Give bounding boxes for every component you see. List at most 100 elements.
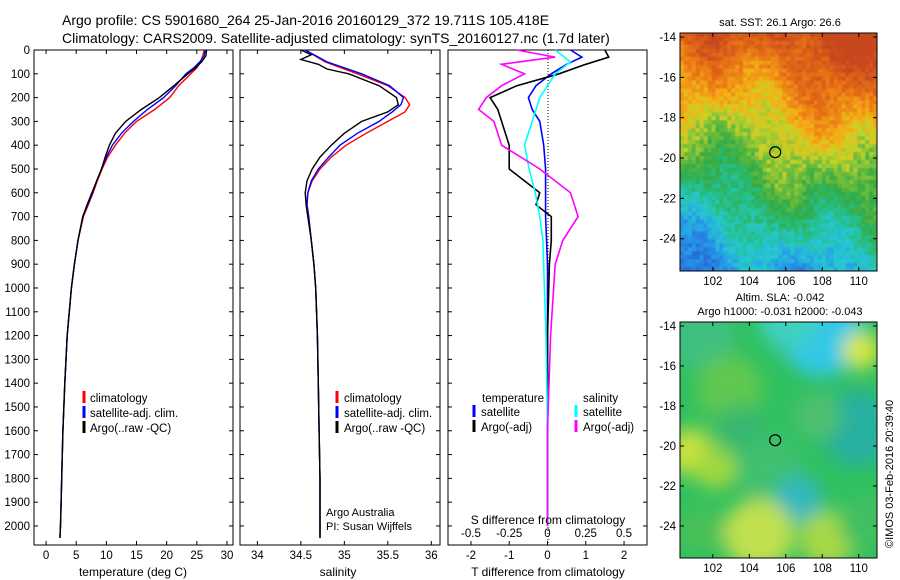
- sst-cell: [833, 140, 839, 145]
- sst-cell: [813, 251, 819, 256]
- sst-cell: [865, 52, 870, 58]
- sst-cell: [703, 140, 709, 145]
- sst-cell: [680, 132, 685, 137]
- sst-cell: [802, 259, 807, 264]
- sst-cell: [687, 52, 693, 58]
- sst-cell: [853, 235, 858, 240]
- sst-cell: [813, 203, 819, 209]
- sst-cell: [821, 255, 827, 260]
- sst-cell: [798, 179, 803, 185]
- sst-cell: [829, 171, 835, 177]
- sst-cell: [841, 167, 847, 173]
- sst-cell: [754, 223, 760, 228]
- sst-cell: [750, 195, 756, 201]
- sst-cell: [695, 167, 701, 173]
- sst-cell: [758, 179, 764, 185]
- sst-cell: [873, 36, 877, 42]
- sst-cell: [743, 60, 748, 66]
- y-tick-label: 100: [11, 69, 30, 81]
- sst-cell: [806, 207, 811, 213]
- sst-cell: [683, 88, 689, 94]
- sst-cell: [735, 267, 740, 271]
- sst-cell: [680, 56, 685, 62]
- sst-cell: [711, 148, 717, 153]
- sst-cell: [699, 104, 705, 109]
- sst-cell: [857, 76, 862, 82]
- sst-cell: [873, 211, 877, 217]
- sst-cell: [833, 223, 839, 228]
- sst-cell: [770, 227, 776, 232]
- sst-cell: [782, 211, 787, 217]
- sst-cell: [774, 152, 780, 157]
- sst-cell: [754, 255, 760, 260]
- sst-cell: [727, 251, 732, 256]
- sst-cell: [758, 203, 764, 209]
- sst-cell: [829, 215, 835, 221]
- sst-cell: [719, 159, 724, 165]
- sst-cell: [802, 183, 807, 189]
- sst-cell: [711, 167, 717, 173]
- sst-cell: [739, 195, 744, 201]
- sst-cell: [707, 155, 713, 161]
- sst-cell: [683, 251, 689, 256]
- sst-cell: [798, 203, 803, 209]
- sst-cell: [683, 255, 689, 260]
- sst-cell: [699, 88, 705, 94]
- sst-cell: [833, 44, 839, 50]
- sst-cell: [774, 171, 780, 177]
- sst-cell: [806, 116, 811, 121]
- sst-cell: [821, 104, 827, 109]
- sst-cell: [794, 33, 799, 38]
- sst-cell: [758, 84, 764, 90]
- sst-cell: [766, 60, 772, 66]
- sst-cell: [687, 72, 693, 78]
- sst-cell: [774, 64, 780, 70]
- sst-cell: [683, 243, 689, 248]
- sst-cell: [687, 247, 693, 252]
- sst-cell: [699, 76, 705, 82]
- sst-cell: [715, 60, 720, 66]
- sst-cell: [802, 52, 807, 58]
- sst-cell: [849, 259, 854, 264]
- sst-cell: [817, 155, 823, 161]
- sst-cell: [778, 243, 784, 248]
- sst-cell: [829, 104, 835, 109]
- x-tick-label: 110: [850, 276, 868, 288]
- sst-cell: [766, 167, 772, 173]
- sst-cell: [683, 33, 689, 38]
- sst-cell: [817, 159, 823, 165]
- s-tick-label: 0: [544, 528, 550, 540]
- sst-cell: [739, 207, 744, 213]
- sst-cell: [723, 136, 728, 141]
- sst-cell: [770, 136, 776, 141]
- sst-cell: [731, 183, 736, 189]
- sst-cell: [802, 231, 807, 236]
- sst-cell: [687, 259, 693, 264]
- sst-cell: [853, 191, 858, 197]
- sst-cell: [802, 96, 807, 102]
- sst-cell: [778, 227, 784, 232]
- sst-cell: [786, 80, 791, 86]
- sst-cell: [873, 92, 877, 98]
- sst-cell: [743, 207, 748, 213]
- sst-cell: [695, 68, 701, 74]
- sst-cell: [723, 92, 728, 98]
- sst-cell: [849, 199, 854, 205]
- sst-cell: [806, 92, 811, 98]
- x-tick-label: 0: [43, 550, 49, 562]
- sst-cell: [735, 140, 740, 145]
- sst-cell: [719, 247, 724, 252]
- sst-cell: [746, 231, 752, 236]
- sst-cell: [739, 40, 744, 46]
- sst-cell: [810, 255, 815, 260]
- sst-cell: [802, 179, 807, 185]
- sst-cell: [837, 251, 843, 256]
- sst-cell: [865, 120, 870, 125]
- sst-cell: [790, 255, 795, 260]
- sst-cell: [778, 36, 784, 42]
- sst-cell: [790, 227, 795, 232]
- sst-cell: [683, 152, 689, 157]
- sst-cell: [829, 235, 835, 240]
- sst-cell: [687, 263, 693, 268]
- sst-cell: [743, 52, 748, 58]
